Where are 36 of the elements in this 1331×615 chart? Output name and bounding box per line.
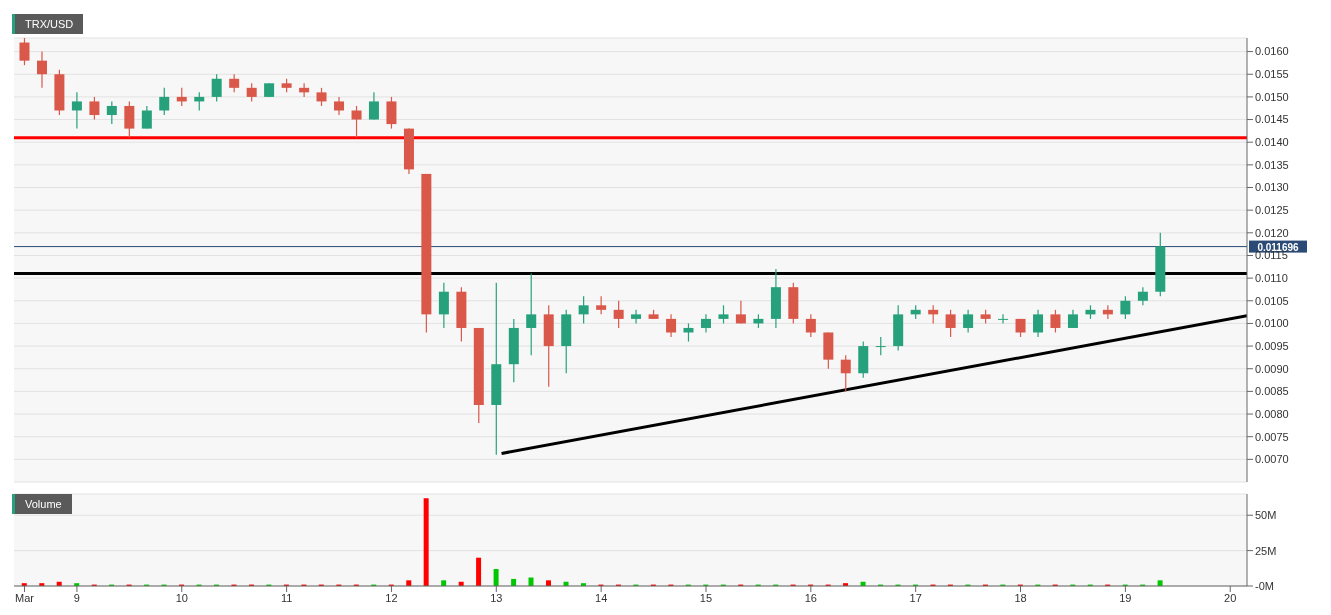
x-tick-label: 19: [1119, 591, 1132, 604]
y-tick-label: 0.0120: [1255, 226, 1289, 239]
x-tick-label: 17: [909, 591, 922, 604]
y-tick-label: 0.0090: [1255, 362, 1289, 375]
y-tick-label: 0.0110: [1255, 272, 1288, 285]
y-tick-label: 0.0130: [1255, 181, 1289, 194]
y-tick-label: 0.0095: [1255, 339, 1289, 352]
x-tick-label: 12: [385, 591, 398, 604]
y-tick-label: 0.0150: [1255, 90, 1289, 103]
x-tick-label: 9: [73, 591, 80, 604]
y-tick-label: 0.0135: [1255, 158, 1289, 171]
y-tick-label: 0.0085: [1255, 385, 1289, 398]
y-tick-label: 0.0070: [1255, 453, 1289, 466]
y-tick-label: 25M: [1255, 544, 1277, 557]
chart-title: Volume: [12, 494, 72, 514]
y-tick-label: 0.0160: [1255, 45, 1289, 58]
x-tick-label: 11: [280, 591, 293, 604]
chart-title: TRX/USD: [12, 14, 84, 34]
x-tick-label: 18: [1014, 591, 1027, 604]
y-tick-label: 0.0125: [1255, 204, 1289, 217]
y-tick-label: 0.0100: [1255, 317, 1289, 330]
x-tick-label: 16: [804, 591, 817, 604]
y-tick-label: 0.0155: [1255, 68, 1289, 81]
x-tick-label: 10: [175, 591, 188, 604]
y-tick-label: 0.0140: [1255, 136, 1289, 149]
y-tick-label: 0.0145: [1255, 113, 1289, 126]
x-tick-label: 14: [595, 591, 608, 604]
x-tick-label: 15: [699, 591, 713, 604]
y-tick-label: 50M: [1255, 509, 1277, 522]
y-tick-label: -0M: [1255, 579, 1274, 592]
y-tick-label: 0.0075: [1255, 430, 1289, 443]
x-tick-label: Mar: [15, 591, 35, 604]
y-tick-label: 0.0105: [1255, 294, 1289, 307]
x-tick-label: 13: [490, 591, 503, 604]
x-tick-label: 20: [1224, 591, 1237, 604]
y-tick-label: 0.0080: [1255, 407, 1289, 420]
